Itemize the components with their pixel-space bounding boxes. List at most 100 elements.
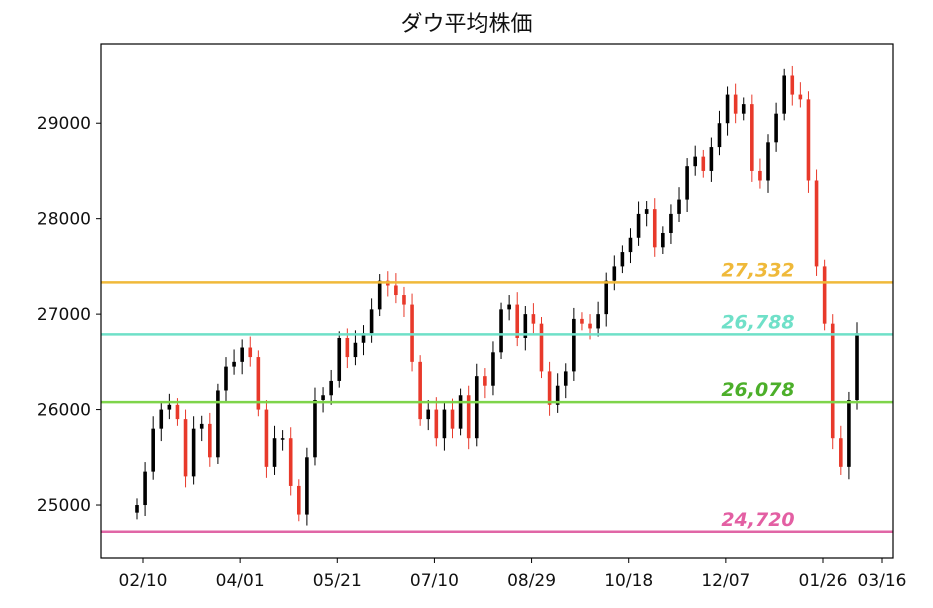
- candle-body: [539, 323, 544, 372]
- y-tick-label: 26000: [37, 401, 91, 421]
- candle-body: [693, 156, 698, 167]
- candles: [135, 65, 859, 526]
- candle-body: [733, 94, 738, 114]
- candle-body: [248, 347, 253, 358]
- candle-body: [191, 428, 196, 477]
- candle-body: [741, 104, 746, 114]
- candle-body: [377, 280, 382, 310]
- candle-body: [766, 142, 770, 181]
- candle-body: [790, 75, 795, 95]
- candle-body: [199, 423, 204, 429]
- candle-body: [628, 237, 633, 253]
- candle-body: [782, 75, 786, 114]
- candle-body: [135, 505, 139, 513]
- candle-body: [183, 419, 188, 477]
- x-tick-label: 02/10: [119, 571, 168, 591]
- candle-body: [847, 400, 851, 467]
- candle-body: [596, 314, 600, 329]
- chart-title: ダウ平均株価: [400, 12, 533, 37]
- candle-body: [208, 423, 212, 458]
- level-label: 26,078: [721, 379, 794, 401]
- x-tick-label: 01/26: [799, 571, 848, 591]
- candle-body: [483, 376, 487, 386]
- candle-body: [547, 371, 552, 405]
- x-tick-label: 04/01: [216, 571, 265, 591]
- candle-body: [798, 94, 803, 100]
- candle-body: [612, 266, 617, 281]
- candle-body: [280, 438, 285, 440]
- candle-body: [369, 309, 374, 334]
- candle-body: [774, 113, 778, 143]
- candle-body: [272, 438, 277, 467]
- candle-body: [814, 180, 819, 267]
- candle-body: [644, 209, 649, 214]
- candle-body: [296, 485, 301, 515]
- candle-body: [353, 342, 358, 358]
- candle-body: [418, 361, 422, 420]
- candle-body: [669, 213, 673, 233]
- candle-body: [159, 409, 164, 429]
- candle-body: [402, 295, 406, 305]
- candle-body: [224, 366, 228, 391]
- candle-body: [442, 409, 447, 439]
- candle-body: [563, 371, 568, 386]
- y-tick-label: 28000: [37, 210, 91, 230]
- candle-body: [175, 404, 180, 420]
- candle-body: [143, 471, 147, 506]
- candle-body: [604, 280, 609, 315]
- candle-body: [288, 438, 293, 486]
- candle-body: [491, 352, 495, 386]
- candle-body: [555, 385, 560, 405]
- candle-body: [580, 318, 584, 324]
- x-tick-label: 05/21: [313, 571, 362, 591]
- candle-body: [588, 323, 592, 329]
- candle-body: [313, 400, 317, 458]
- candle-body: [264, 409, 269, 467]
- candle-body: [822, 266, 827, 324]
- candle-body: [709, 147, 714, 171]
- candle-body: [855, 333, 859, 401]
- candle-body: [450, 409, 455, 429]
- candle-body: [572, 318, 576, 372]
- candle-body: [240, 347, 244, 362]
- candle-body: [636, 213, 641, 238]
- x-tick-label: 12/07: [701, 571, 750, 591]
- candle-body: [839, 438, 843, 467]
- candle-body: [507, 304, 511, 310]
- plot-frame: [100, 43, 894, 559]
- candle-body: [216, 390, 220, 458]
- candle-body: [361, 333, 366, 343]
- candle-body: [806, 99, 811, 181]
- candle-body: [523, 314, 528, 338]
- candle-body: [466, 395, 471, 439]
- candle-body: [256, 357, 261, 410]
- x-tick-label: 03/16: [858, 571, 907, 591]
- x-tick-label: 10/18: [604, 571, 653, 591]
- candle-body: [531, 314, 536, 324]
- candle-body: [652, 209, 657, 248]
- level-label: 24,720: [721, 509, 794, 531]
- x-tick-label: 08/29: [507, 571, 556, 591]
- candle-body: [677, 199, 681, 214]
- candle-body: [345, 337, 350, 358]
- candle-body: [717, 123, 722, 148]
- candle-body: [329, 380, 333, 396]
- y-tick-label: 27000: [37, 305, 91, 325]
- candle-body: [434, 409, 439, 439]
- level-label: 27,332: [721, 259, 794, 281]
- candle-body: [426, 409, 431, 420]
- candle-body: [750, 104, 754, 171]
- x-tick-label: 07/10: [410, 571, 459, 591]
- y-tick-label: 29000: [37, 114, 91, 134]
- candle-body: [232, 361, 236, 367]
- y-tick-label: 25000: [37, 496, 91, 516]
- candle-body: [305, 457, 309, 515]
- candle-body: [701, 156, 706, 171]
- candle-body: [321, 395, 325, 401]
- candle-body: [394, 285, 398, 296]
- candle-body: [620, 252, 625, 267]
- candle-body: [499, 309, 503, 353]
- candle-body: [474, 376, 479, 439]
- level-label: 26,788: [721, 311, 794, 333]
